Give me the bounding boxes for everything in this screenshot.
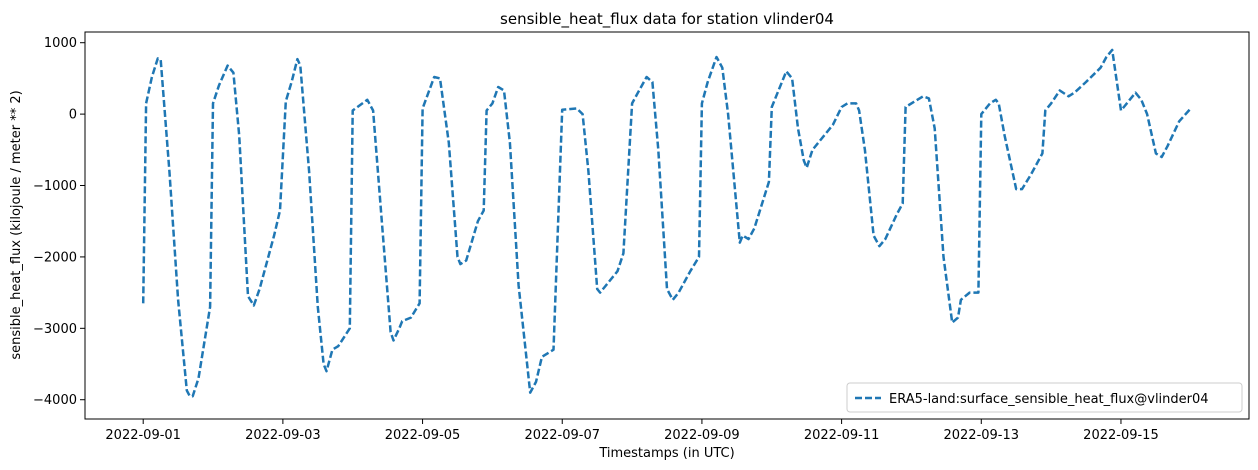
legend-box: [846, 382, 1243, 413]
x-tick-label: 2022-09-11: [804, 428, 880, 443]
plot-area: [84, 31, 1250, 420]
legend: ERA5-land:surface_sensible_heat_flux@vli…: [846, 382, 1243, 413]
y-axis-label: sensible_heat_flux (kilojoule / meter **…: [9, 90, 24, 359]
y-axis: 1000 0 −1000 −2000 −3000 −4000: [33, 36, 85, 408]
y-tick-label: −2000: [33, 250, 77, 265]
series-line-0: [141, 48, 1192, 398]
y-tick-label: 0: [69, 108, 77, 123]
y-tick-label: −4000: [33, 393, 77, 408]
x-axis-label: Timestamps (in UTC): [598, 446, 734, 461]
x-axis: 2022-09-01 2022-09-03 2022-09-05 2022-09-07…: [105, 419, 1159, 443]
x-tick-label: 2022-09-03: [245, 428, 321, 443]
legend-label: ERA5-land:surface_sensible_heat_flux@vli…: [889, 392, 1209, 407]
y-tick-label: −1000: [33, 179, 77, 194]
x-tick-label: 2022-09-01: [105, 428, 181, 443]
y-tick-label: −3000: [33, 322, 77, 337]
x-tick-label: 2022-09-13: [943, 428, 1019, 443]
chart-title: sensible_heat_flux data for station vlin…: [500, 10, 834, 29]
x-tick-label: 2022-09-07: [524, 428, 600, 443]
x-tick-label: 2022-09-15: [1083, 428, 1159, 443]
series-layer: [141, 48, 1192, 398]
x-tick-label: 2022-09-09: [664, 428, 740, 443]
x-tick-label: 2022-09-05: [385, 428, 461, 443]
y-tick-label: 1000: [44, 36, 77, 51]
plot-frame: [84, 31, 1250, 420]
